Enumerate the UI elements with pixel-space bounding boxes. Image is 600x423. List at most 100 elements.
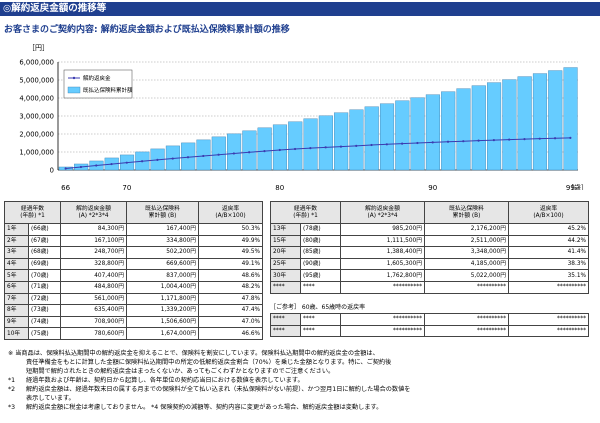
- refund-cell: 407,400円: [60, 269, 128, 282]
- paid-bar: [288, 121, 303, 171]
- refund-point: [416, 141, 419, 145]
- table-row: 9年 (74歳) 708,900円 1,506,600円 47.0%: [4, 315, 264, 329]
- note-text: 経過年数および年齢は、契約日から起算し、各年単位の契約応当日における数値を表示し…: [26, 377, 304, 384]
- refund-cell: 1,762,800円: [340, 269, 426, 282]
- refund-cell: 167,100円: [60, 234, 128, 248]
- paid-cell: 1,171,800円: [126, 292, 200, 306]
- year-cell: 4年: [4, 257, 29, 271]
- refund-cell: 1,388,400円: [340, 246, 426, 259]
- refund-point: [156, 158, 159, 162]
- refund-cell: 985,200円: [340, 223, 426, 236]
- note-intro-3: 短期間で解約されたときの解約返戻金はまったくないか、あってもごくわずかとなります…: [26, 368, 335, 375]
- refund-point: [523, 138, 526, 141]
- refund-table-right: 経過年数 (年齢) *1 解約返戻金額 (A) *2*3*4 既払込保険料 累計額 (…: [269, 201, 590, 294]
- note-item: 表示しています。: [8, 394, 594, 403]
- refund-table-left: 経過年数 (年齢) *1 解約返戻金額 (A) *2*3*4 既払込保険料 累計額 (…: [3, 201, 264, 340]
- paid-cell: **********: [424, 280, 510, 294]
- table-row: 5年 (70歳) 407,400円 837,000円 48.6%: [4, 269, 264, 282]
- y-tick-label: 5,000,000: [19, 77, 54, 85]
- y-tick-label: 3,000,000: [19, 113, 54, 121]
- year-cell: ****: [270, 324, 301, 338]
- header-refund: 解約返戻金額 (A) *2*3*4: [60, 201, 128, 224]
- paid-bar: [410, 97, 425, 171]
- refund-line: [65, 137, 571, 169]
- refund-point: [462, 140, 465, 143]
- refund-point: [324, 146, 327, 149]
- table-row: 30年 (95歳) 1,762,800円 5,022,000円 35.1%: [270, 269, 590, 282]
- note-item: *3 解約返戻金額に税金は考慮しておりません。 *4 保険契約の減額等、契約内容に…: [8, 403, 594, 412]
- refund-point: [339, 145, 343, 148]
- year-cell: 30年: [270, 269, 301, 282]
- refund-point: [569, 136, 572, 139]
- age-cell: (80歳): [299, 234, 342, 248]
- paid-bar: [257, 127, 272, 171]
- year-cell: 8年: [4, 304, 29, 317]
- table-row: 25年 (90歳) 1,605,300円 4,185,000円 38.3%: [270, 257, 590, 271]
- year-cell: ****: [270, 280, 301, 294]
- rate-cell: **********: [508, 313, 589, 326]
- y-tick-label: 1,000,000: [19, 149, 54, 157]
- table-header-row: 経過年数 (年齢) *1 解約返戻金額 (A) *2*3*4 既払込保険料 累計額 (…: [269, 201, 590, 224]
- header-rate: 返戻率 (A/B×100): [508, 201, 590, 224]
- refund-cell: 328,800円: [60, 257, 128, 271]
- refund-cell: **********: [340, 280, 426, 294]
- rate-cell: 49.5%: [198, 246, 264, 259]
- paid-cell: 1,339,200円: [126, 304, 200, 317]
- note-intro-1: ※ 当商品は、保険料払込期間中の解約返戻金を抑えることで、保険料を割安にしていま…: [8, 350, 379, 357]
- age-cell: ****: [300, 324, 341, 338]
- year-cell: 15年: [270, 234, 301, 248]
- age-cell: (68歳): [27, 246, 62, 259]
- table-row: 8年 (73歳) 635,400円 1,339,200円 47.4%: [4, 304, 264, 317]
- paid-cell: **********: [424, 324, 509, 338]
- paid-cell: 502,200円: [126, 246, 200, 259]
- age-cell: (95歳): [299, 269, 342, 282]
- rate-cell: 49.1%: [198, 257, 264, 271]
- refund-point: [186, 156, 190, 159]
- year-cell: 5年: [4, 269, 29, 282]
- note-text: 表示しています。: [26, 395, 75, 402]
- year-cell: 2年: [4, 234, 29, 248]
- reference-table: **** **** ********** ********** ********** **…: [270, 313, 589, 338]
- year-cell: 1年: [4, 223, 29, 236]
- paid-cell: 2,511,000円: [424, 234, 510, 248]
- paid-bar: [227, 133, 242, 171]
- refund-point: [293, 147, 297, 151]
- paid-cell: 334,800円: [126, 234, 200, 248]
- refund-cell: 635,400円: [60, 304, 128, 317]
- table-row: 3年 (68歳) 248,700円 502,200円 49.5%: [4, 246, 264, 259]
- age-cell: (73歳): [27, 304, 62, 317]
- refund-point: [370, 143, 373, 147]
- paid-bar: [334, 112, 349, 171]
- table-row: 7年 (72歳) 561,000円 1,171,800円 47.8%: [4, 292, 264, 306]
- refund-point: [278, 148, 281, 152]
- paid-bar: [471, 85, 486, 171]
- note-marker: *1: [8, 377, 16, 384]
- rate-cell: 41.4%: [508, 246, 590, 259]
- age-cell: ****: [300, 313, 341, 326]
- refund-point: [125, 161, 128, 164]
- table-row: **** **** ********** ********** **********: [270, 324, 589, 338]
- y-tick-label: 6,000,000: [19, 59, 54, 67]
- year-cell: 20年: [270, 246, 301, 259]
- table-row: 10年 (75歳) 780,600円 1,674,000円 46.6%: [4, 327, 264, 340]
- year-cell: 25年: [270, 257, 301, 271]
- refund-point: [263, 150, 266, 153]
- paid-cell: 1,674,000円: [126, 327, 200, 340]
- table-row: 20年 (85歳) 1,388,400円 3,348,000円 41.4%: [270, 246, 590, 259]
- refund-point: [492, 139, 495, 142]
- paid-bar: [349, 109, 364, 171]
- rate-cell: 35.1%: [508, 269, 590, 282]
- refund-cell: 484,800円: [60, 280, 128, 294]
- table-row: 4年 (69歳) 328,800円 669,600円 49.1%: [4, 257, 264, 271]
- y-tick-label: 0: [50, 167, 54, 175]
- x-tick-label: 99: [566, 184, 575, 190]
- note-intro-2: 責任準備金をもとに計算した金額に保険料払込期間中の所定の低解約返戻金割合（70%…: [26, 359, 392, 366]
- table-row: 1年 (66歳) 84,300円 167,400円 50.3%: [4, 223, 264, 236]
- rate-cell: 45.2%: [508, 223, 590, 236]
- age-cell: (72歳): [27, 292, 62, 306]
- x-tick-label: 66: [61, 184, 70, 190]
- paid-bar: [563, 67, 578, 171]
- refund-point: [553, 137, 557, 140]
- footnotes: ※ 当商品は、保険料払込期間中の解約返戻金を抑えることで、保険料を割安にしていま…: [8, 349, 594, 412]
- paid-bar: [456, 88, 471, 171]
